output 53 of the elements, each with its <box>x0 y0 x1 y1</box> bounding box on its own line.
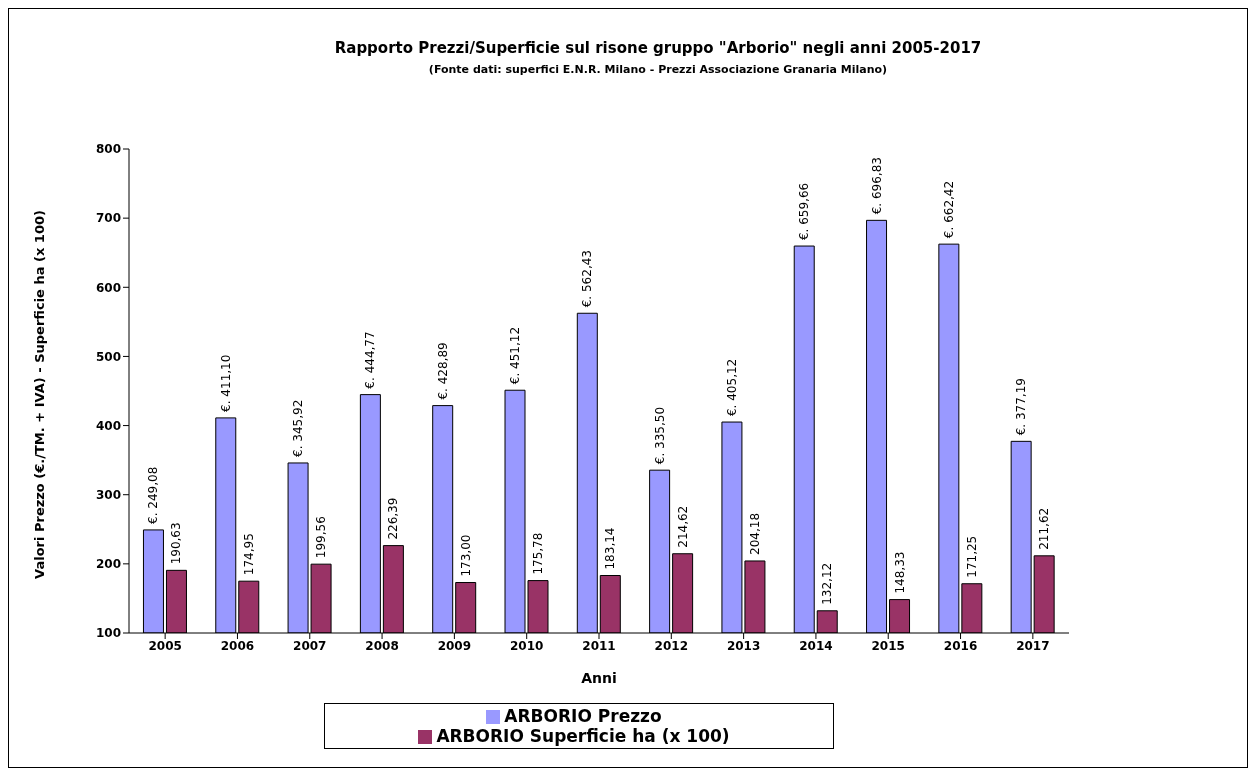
legend-label: ARBORIO Superficie ha (x 100) <box>436 726 730 746</box>
data-label: 190,63 <box>169 522 184 565</box>
data-label: €. 451,12 <box>508 326 522 385</box>
chart-subtitle: (Fonte dati: superfici E.N.R. Milano - Prezzi Associazione Granaria Milano) <box>427 63 889 76</box>
x-axis-title: Anni <box>581 670 617 686</box>
x-tick-label: 2008 <box>365 638 399 653</box>
x-tick-label: 2012 <box>654 638 689 653</box>
data-label: €. 662,42 <box>941 180 956 239</box>
x-tick-label: 2010 <box>509 638 544 653</box>
data-label: 173,00 <box>458 534 473 577</box>
y-tick-label: 100 <box>95 626 121 641</box>
data-label: €. 562,43 <box>580 250 595 308</box>
chart-title: Rapporto Prezzi/Superficie sul risone gruppo "Arborio" negli anni 2005-2017 <box>333 39 983 57</box>
data-label: 148,33 <box>892 551 907 594</box>
y-tick-label: 600 <box>95 280 121 295</box>
data-label: 211,62 <box>1037 507 1052 550</box>
x-tick-label: 2009 <box>437 638 472 653</box>
data-label: 132,12 <box>820 562 835 605</box>
x-tick-label: 2007 <box>293 638 327 653</box>
x-tick-label: 2017 <box>1016 638 1050 653</box>
data-label: 183,14 <box>603 527 618 570</box>
data-label: €. 411,10 <box>218 354 233 412</box>
x-tick-label: 2006 <box>220 638 255 653</box>
x-tick-label: 2015 <box>871 638 905 653</box>
data-label: €. 696,83 <box>869 157 884 215</box>
x-tick-label: 2014 <box>799 638 833 653</box>
y-tick-label: 200 <box>95 557 121 572</box>
x-tick-label: 2005 <box>148 638 182 653</box>
data-label: 174,95 <box>241 533 256 576</box>
data-label: €. 335,50 <box>652 406 667 465</box>
x-tick-label: 2011 <box>582 638 616 653</box>
data-label: 204,18 <box>747 512 762 555</box>
y-tick-label: 500 <box>95 349 121 364</box>
data-label: €. 345,92 <box>291 399 306 457</box>
y-tick-label: 400 <box>95 418 121 433</box>
data-label: 175,78 <box>531 532 545 575</box>
y-axis-title: Valori Prezzo (€./TM. + IVA) - Superficie ha (x 100) <box>31 209 47 579</box>
data-label: €. 405,12 <box>724 358 739 417</box>
data-label: €. 444,77 <box>363 331 378 389</box>
data-label: €. 659,66 <box>797 182 812 241</box>
data-label: 199,56 <box>314 516 329 559</box>
legend-label: ARBORIO Prezzo <box>504 706 662 726</box>
data-label: €. 249,08 <box>146 466 161 524</box>
data-label: 214,62 <box>675 505 690 548</box>
data-label: 171,25 <box>964 535 979 578</box>
data-label: 226,39 <box>386 497 401 540</box>
x-tick-label: 2016 <box>943 638 978 653</box>
y-tick-label: 800 <box>95 142 121 157</box>
x-tick-label: 2013 <box>726 638 761 653</box>
y-tick-label: 300 <box>95 487 121 502</box>
y-tick-label: 700 <box>95 211 121 226</box>
data-label: €. 377,19 <box>1014 378 1029 436</box>
data-label: €. 428,89 <box>435 342 450 400</box>
